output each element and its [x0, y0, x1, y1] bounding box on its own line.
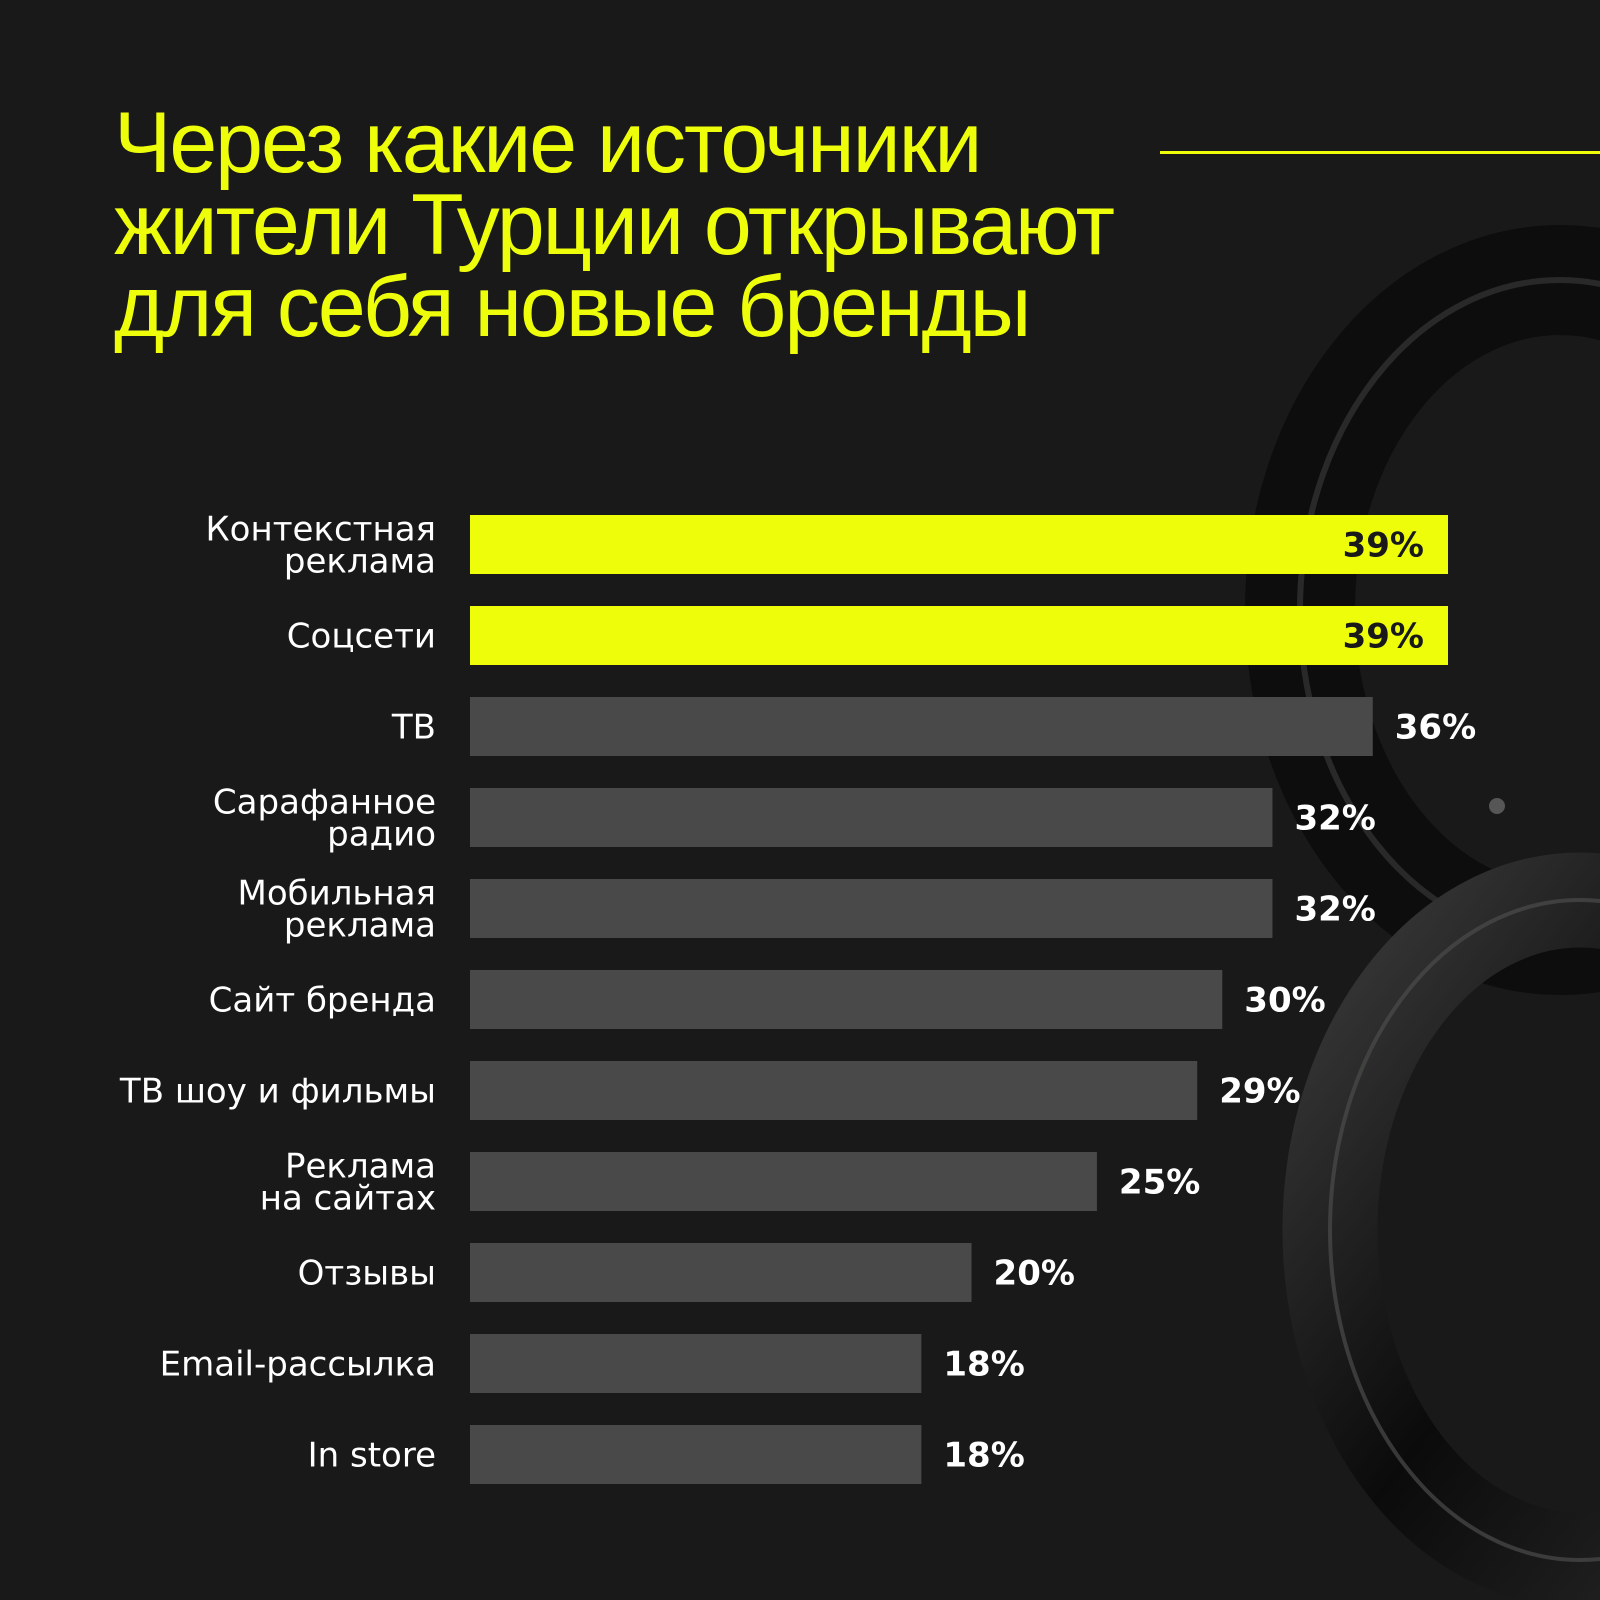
category-label-9: Email-рассылка — [160, 1345, 436, 1385]
bar-9 — [470, 1334, 922, 1393]
value-label-8: 20% — [994, 1254, 1075, 1294]
category-label-0-line-0: Контекстная — [206, 510, 436, 550]
category-label-7-line-0: Реклама — [285, 1147, 436, 1187]
value-label-10: 18% — [943, 1436, 1024, 1476]
value-label-1: 39% — [1343, 617, 1424, 657]
value-label-7: 25% — [1119, 1163, 1200, 1203]
value-label-4: 32% — [1294, 890, 1375, 930]
category-label-6: ТВ шоу и фильмы — [119, 1072, 436, 1112]
bar-10 — [470, 1425, 922, 1484]
bar-2 — [470, 697, 1373, 756]
bar-3 — [470, 788, 1273, 847]
value-label-3: 32% — [1294, 799, 1375, 839]
bar-0 — [470, 515, 1448, 574]
bar-4 — [470, 879, 1273, 938]
category-label-8: Отзывы — [298, 1254, 436, 1294]
page-title: Через какие источники жители Турции откр… — [114, 95, 1115, 355]
category-label-3-line-1: радио — [327, 815, 436, 855]
category-label-4-line-0: Мобильная — [238, 874, 437, 914]
category-label-3-line-0: Сарафанное — [213, 783, 436, 823]
category-label-0-line-1: реклама — [284, 542, 436, 582]
value-label-5: 30% — [1244, 981, 1325, 1021]
category-label-1: Соцсети — [287, 617, 436, 657]
value-label-9: 18% — [943, 1345, 1024, 1385]
category-label-2: ТВ — [391, 708, 436, 748]
value-label-6: 29% — [1219, 1072, 1300, 1112]
bar-8 — [470, 1243, 972, 1302]
title-accent-line — [1160, 151, 1600, 154]
value-label-0: 39% — [1343, 526, 1424, 566]
category-label-4-line-1: реклама — [284, 906, 436, 946]
category-label-7-line-1: на сайтах — [260, 1179, 436, 1219]
bar-1 — [470, 606, 1448, 665]
value-label-2: 36% — [1395, 708, 1476, 748]
bar-6 — [470, 1061, 1198, 1120]
category-label-5: Сайт бренда — [209, 981, 436, 1021]
bar-5 — [470, 970, 1223, 1029]
bar-7 — [470, 1152, 1097, 1211]
category-label-10: In store — [308, 1436, 436, 1476]
